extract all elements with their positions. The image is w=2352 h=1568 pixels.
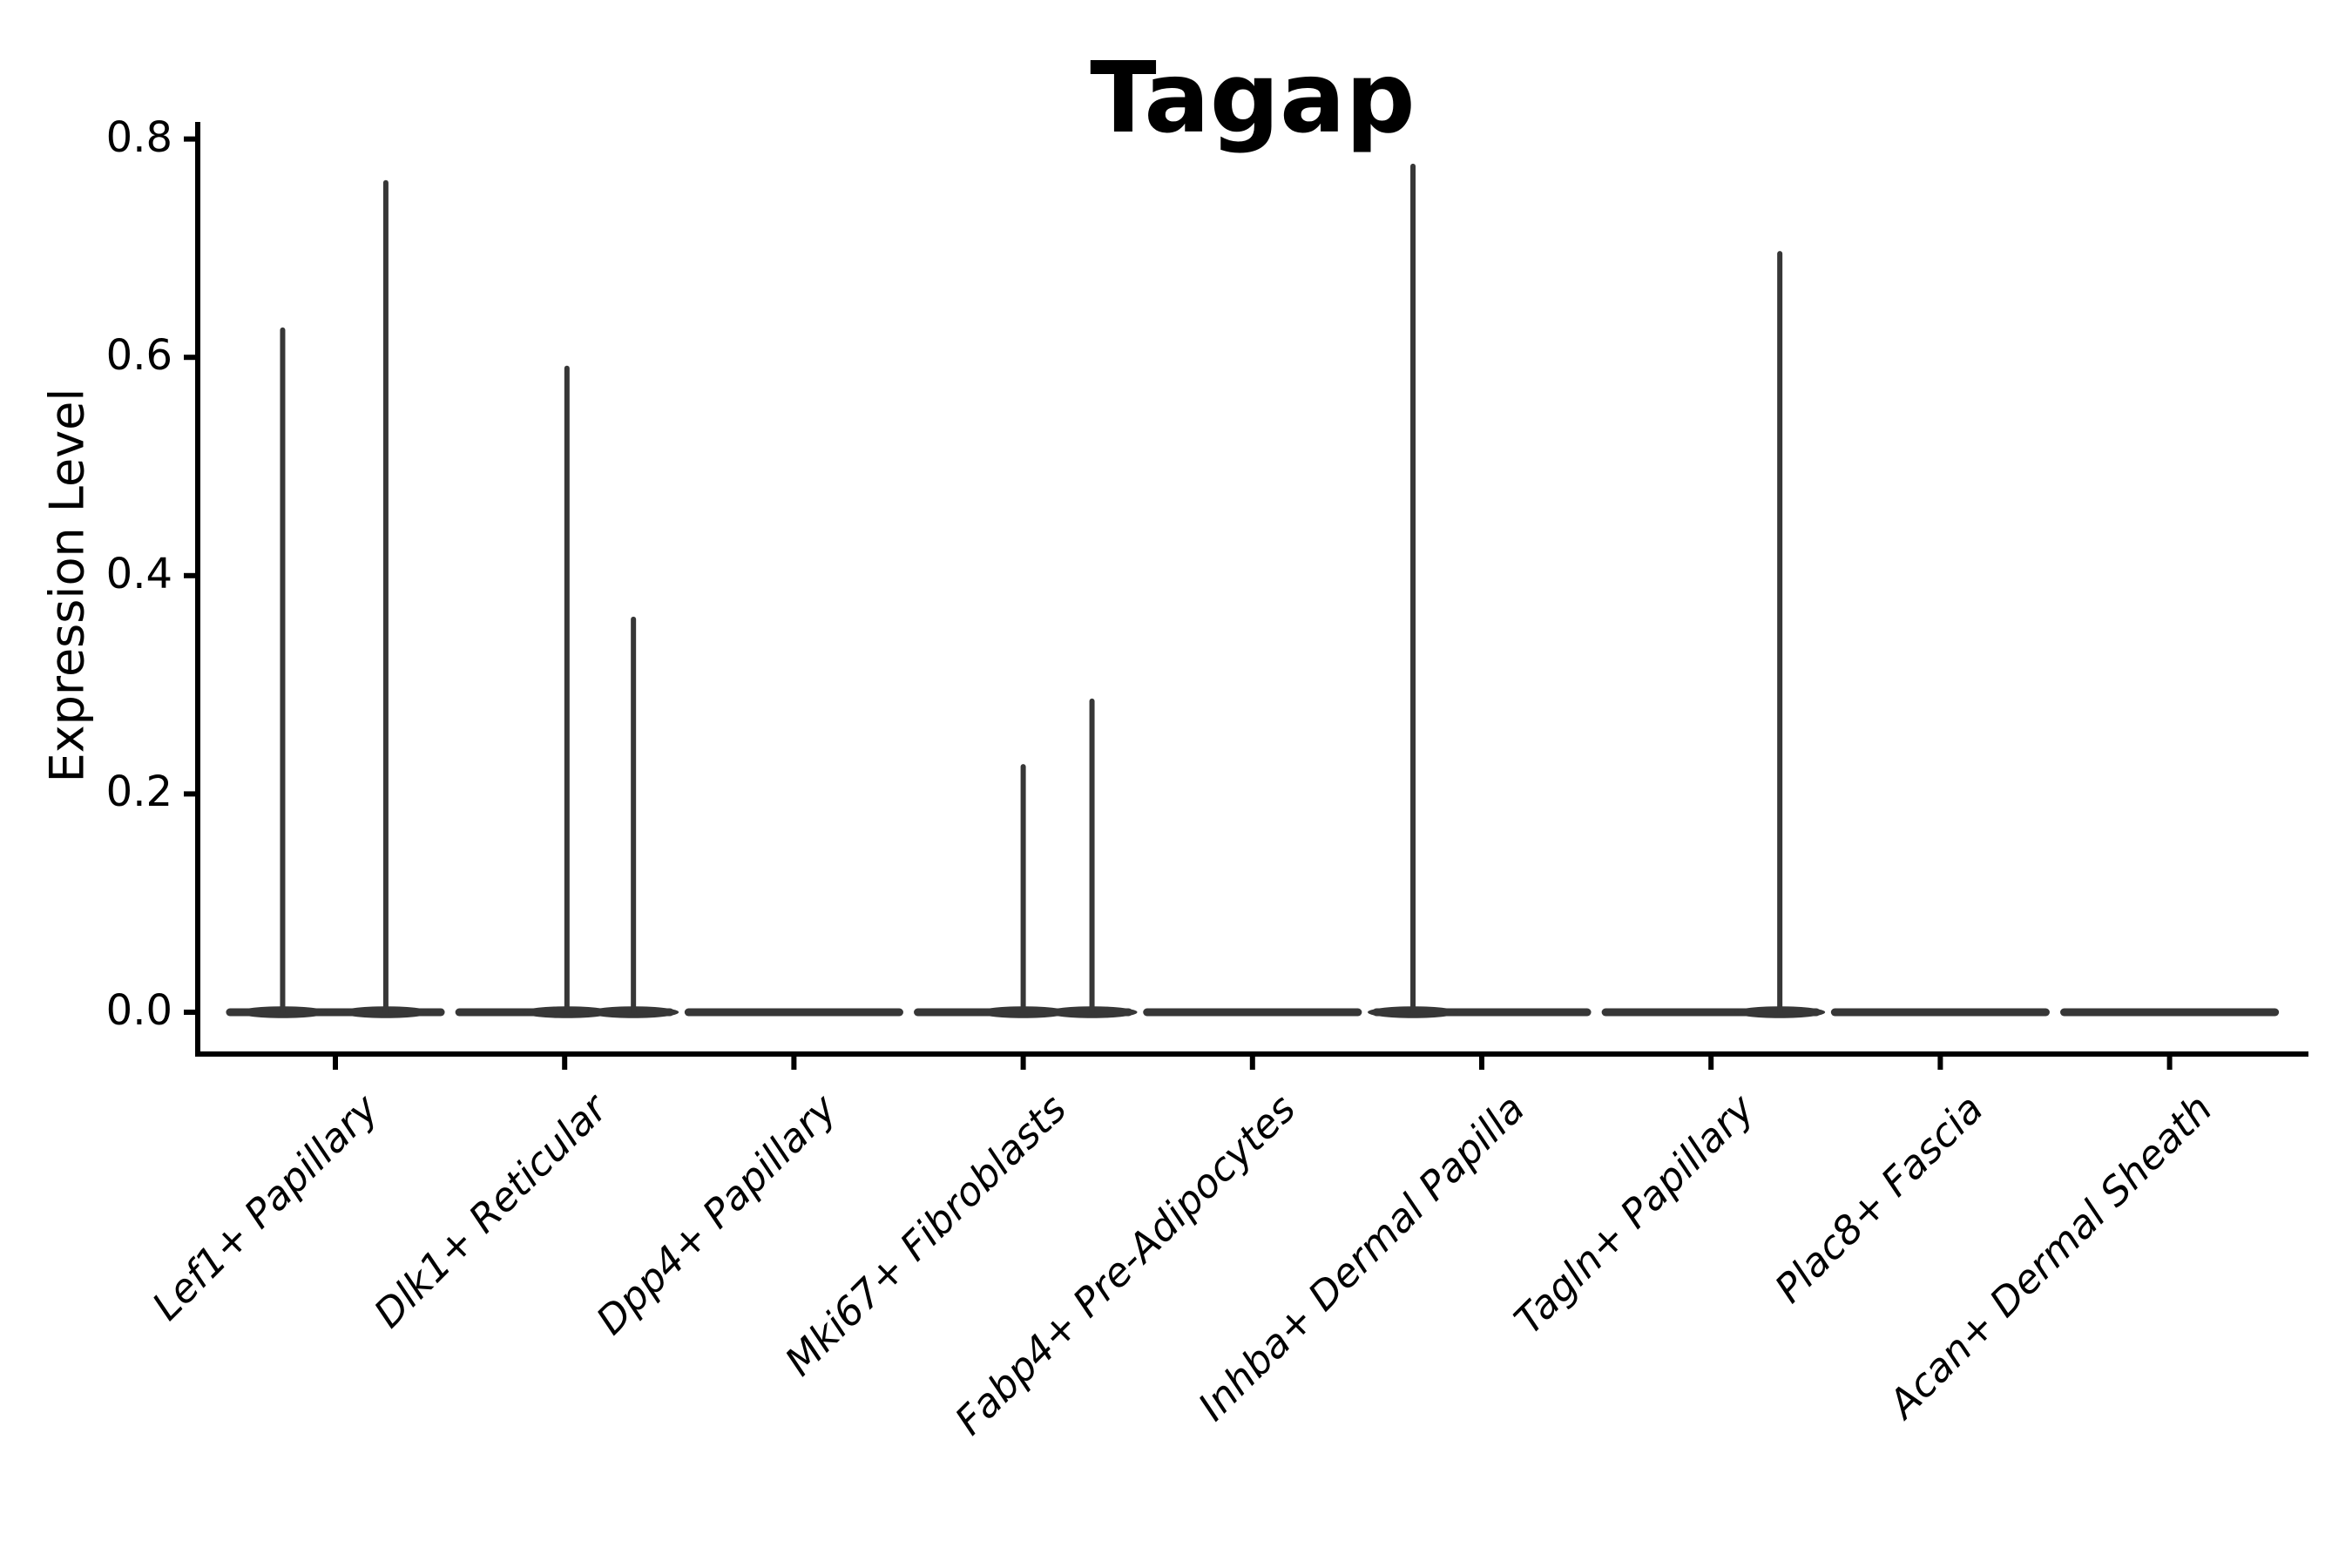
y-tick-label: 0.0	[105, 985, 172, 1035]
page-title: Tagap	[1090, 42, 1416, 155]
y-tick-label: 0.8	[105, 112, 172, 162]
y-tick-label: 0.4	[105, 549, 172, 598]
y-tick-label: 0.6	[105, 330, 172, 380]
y-tick-label: 0.2	[105, 767, 172, 817]
